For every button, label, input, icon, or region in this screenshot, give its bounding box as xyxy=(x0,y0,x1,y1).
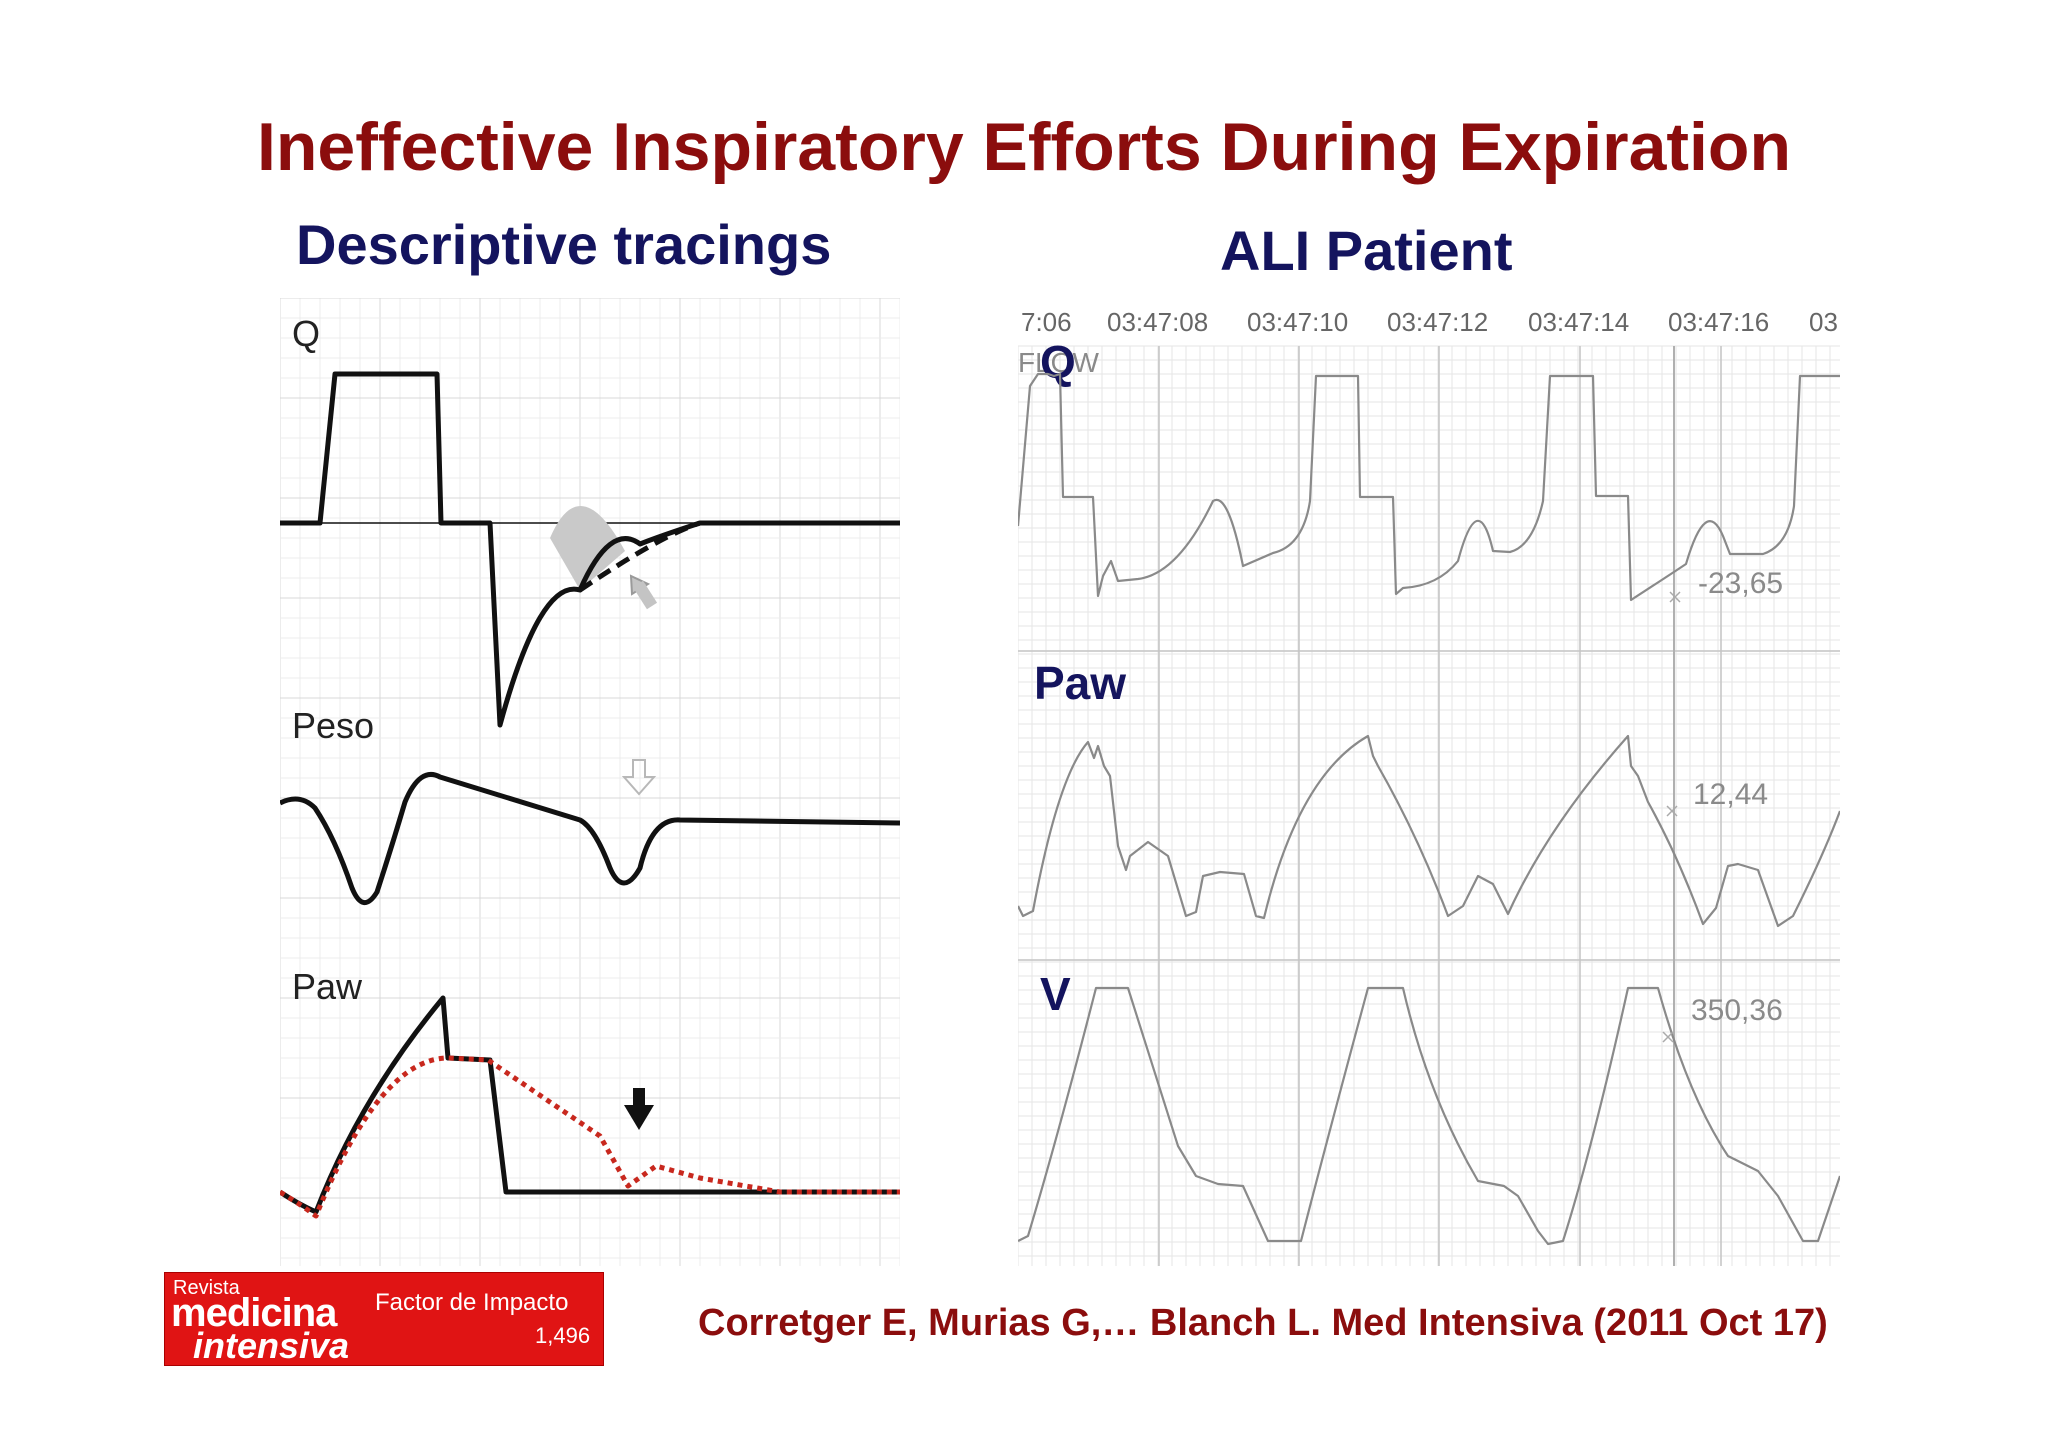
journal-logo: Revista medicina intensiva Factor de Imp… xyxy=(164,1272,604,1366)
ineffective-effort-shaded-area xyxy=(550,505,625,590)
paw-label: Paw xyxy=(292,966,363,1007)
v-monitor-trace xyxy=(1018,986,1840,1246)
impact-factor-value: 1,496 xyxy=(535,1323,591,1348)
time-axis: 7:06 03:47:08 03:47:10 03:47:12 03:47:14… xyxy=(1021,307,1838,337)
down-black-arrow-icon xyxy=(624,1088,654,1130)
left-grid xyxy=(280,298,900,1266)
up-left-gray-arrow-icon xyxy=(629,574,658,610)
logo-medicina: medicina xyxy=(171,1291,337,1335)
logo-revista: Revista xyxy=(173,1277,240,1299)
slide-title: Ineffective Inspiratory Efforts During E… xyxy=(256,109,1792,185)
time-tick: 03:47:08 xyxy=(1107,307,1208,337)
time-tick: 7:06 xyxy=(1021,307,1072,337)
impact-factor-label: Factor de Impacto xyxy=(375,1289,569,1316)
q-label: Q xyxy=(292,313,320,354)
v-cursor-value: 350,36 xyxy=(1691,994,1783,1027)
flow-caption: FLOW xyxy=(1018,347,1099,378)
paw-label: Paw xyxy=(1034,657,1126,709)
peso-trace xyxy=(280,771,900,905)
logo-intensiva: intensiva xyxy=(193,1325,350,1366)
v-label: V xyxy=(1040,968,1071,1020)
time-tick: 03:47:12 xyxy=(1387,307,1488,337)
paw-dotted-trace xyxy=(280,1055,900,1219)
q-monitor-trace xyxy=(1018,372,1840,602)
paw-cursor-value: 12,44 xyxy=(1693,778,1768,811)
down-outline-arrow-icon xyxy=(621,759,657,796)
paw-monitor-trace xyxy=(1018,734,1840,928)
time-tick: 03:47:14 xyxy=(1528,307,1629,337)
citation: Corretger E, Murias G,… Blanch L. Med In… xyxy=(698,1302,1828,1344)
ali-patient-monitor-panel: 7:06 03:47:08 03:47:10 03:47:12 03:47:14… xyxy=(1018,307,1840,1266)
peso-label: Peso xyxy=(292,705,374,746)
descriptive-tracings-panel: Q Peso Paw xyxy=(280,298,900,1266)
time-tick: 03 xyxy=(1809,307,1838,337)
time-tick: 03:47:16 xyxy=(1668,307,1769,337)
q-label: Q xyxy=(1040,336,1076,388)
q-cursor-value: -23,65 xyxy=(1698,567,1783,600)
right-subtitle: ALI Patient xyxy=(1220,219,1513,282)
time-tick: 03:47:10 xyxy=(1247,307,1348,337)
monitor-grid xyxy=(1018,345,1840,1266)
left-subtitle: Descriptive tracings xyxy=(296,213,832,276)
cursor-marker xyxy=(1662,591,1681,1043)
paw-trace xyxy=(280,995,900,1215)
